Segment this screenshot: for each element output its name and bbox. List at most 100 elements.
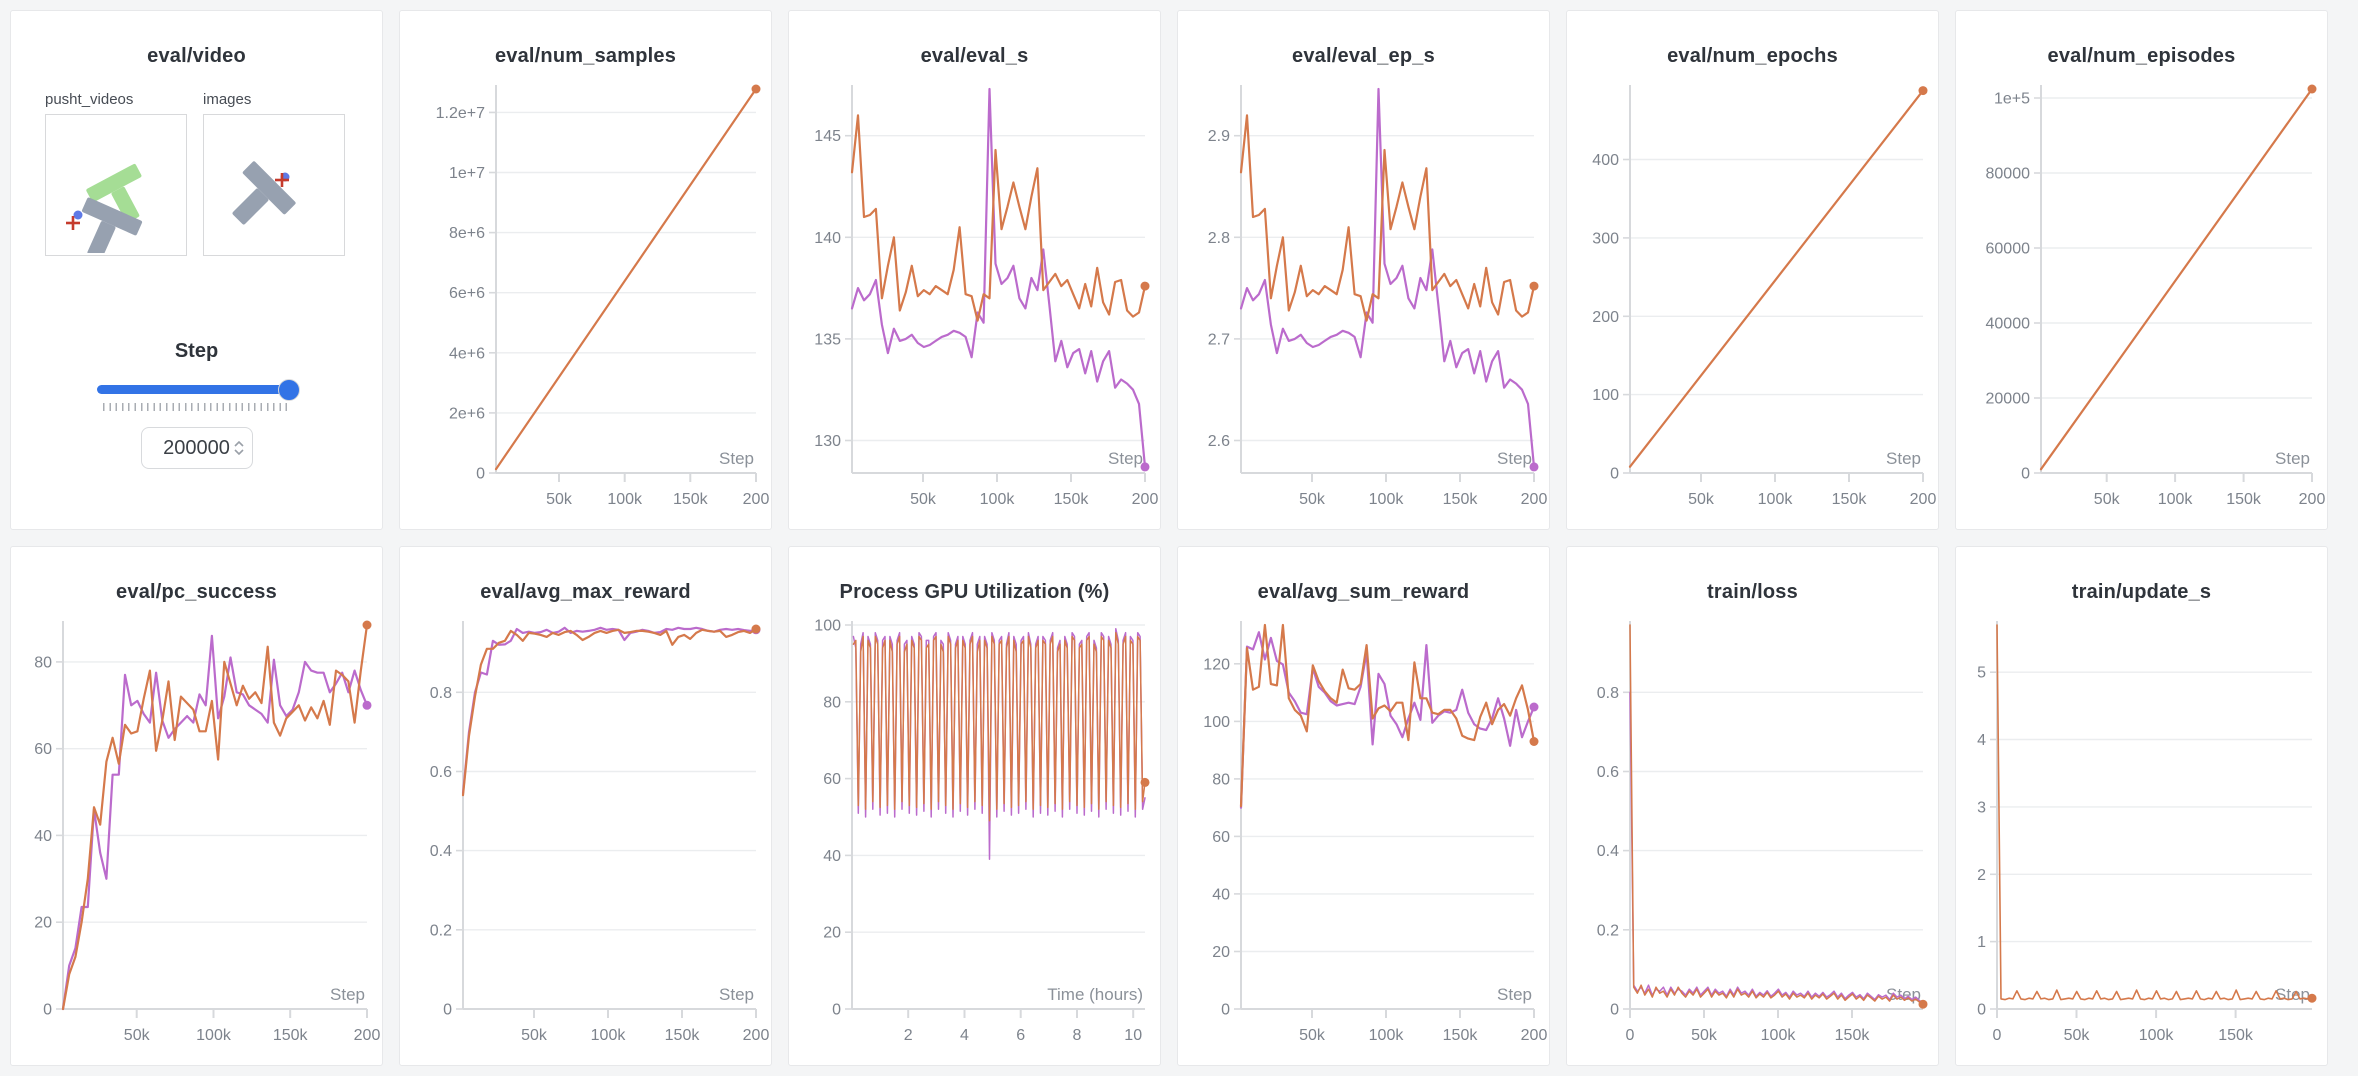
step-value-input[interactable] <box>140 427 253 469</box>
svg-text:Step: Step <box>2275 449 2310 468</box>
svg-text:0: 0 <box>1610 466 1619 483</box>
svg-text:20: 20 <box>823 925 841 942</box>
svg-text:80000: 80000 <box>1986 166 2031 183</box>
svg-text:20000: 20000 <box>1986 391 2031 408</box>
panel-eval-pc-success: eval/pc_success 0 20 40 60 80 50k 100k 150k 200 S… <box>10 546 383 1066</box>
svg-text:150k: 150k <box>1443 1027 1479 1044</box>
panel-title: train/update_s <box>2071 581 2212 603</box>
svg-text:130: 130 <box>814 433 841 450</box>
images-thumbnail[interactable] <box>203 114 345 256</box>
svg-text:200: 200 <box>2299 491 2326 508</box>
svg-text:40: 40 <box>823 848 841 865</box>
svg-text:100k: 100k <box>1369 491 1405 508</box>
chart-canvas[interactable]: 0 0.2 0.4 0.6 0.8 0 50k 100k 150k Step <box>1567 615 1939 1057</box>
panel-title: eval/eval_s <box>920 45 1029 67</box>
chart-canvas[interactable]: 0 100 200 300 400 50k 100k 150k 200 Step <box>1567 79 1939 521</box>
chart-canvas[interactable]: 0 20 40 60 80 100 2 4 6 8 10 Time (hours) <box>789 615 1161 1057</box>
media-item-label: pusht_videos <box>45 91 134 108</box>
chart-canvas[interactable]: 0 2e+6 4e+6 6e+6 8e+6 1e+7 1.2e+7 50k 100k 150k 20… <box>400 79 772 521</box>
svg-text:100k: 100k <box>980 491 1016 508</box>
svg-text:Step: Step <box>2275 985 2310 1004</box>
panel-title: eval/num_episodes <box>2047 45 2236 67</box>
panel-train-loss: train/loss 0 0.2 0.4 0.6 0.8 0 50k 100k 150k Step <box>1566 546 1939 1066</box>
svg-text:50k: 50k <box>1299 491 1326 508</box>
svg-text:40: 40 <box>34 828 52 845</box>
step-slider[interactable] <box>96 379 300 401</box>
chart-canvas[interactable]: 0 20 40 60 80 50k 100k 150k 200 Step <box>11 615 383 1057</box>
svg-text:200: 200 <box>1910 491 1937 508</box>
chart-canvas[interactable]: 2.6 2.7 2.8 2.9 50k 100k 150k 200 Step <box>1178 79 1550 521</box>
svg-text:40000: 40000 <box>1986 316 2031 333</box>
svg-text:200: 200 <box>743 491 770 508</box>
stepper-up-icon[interactable] <box>233 441 244 447</box>
svg-text:0.8: 0.8 <box>1597 685 1619 702</box>
media-item-pusht-videos: pusht_videos <box>45 91 187 260</box>
svg-text:Step: Step <box>1108 449 1143 468</box>
svg-text:20: 20 <box>34 915 52 932</box>
svg-text:50k: 50k <box>2064 1027 2091 1044</box>
pusht-scene-image <box>66 163 143 260</box>
svg-text:1e+5: 1e+5 <box>1994 91 2030 108</box>
svg-text:100k: 100k <box>1369 1027 1405 1044</box>
step-spinners <box>233 441 244 455</box>
svg-text:50k: 50k <box>1691 1027 1718 1044</box>
svg-text:0: 0 <box>2021 466 2030 483</box>
svg-text:0: 0 <box>1977 1002 1986 1019</box>
svg-text:50k: 50k <box>910 491 937 508</box>
stepper-down-icon[interactable] <box>233 449 244 455</box>
svg-text:50k: 50k <box>1299 1027 1326 1044</box>
svg-text:0: 0 <box>1221 1002 1230 1019</box>
step-slider-track[interactable] <box>96 385 297 394</box>
chart-canvas[interactable]: 0 1 2 3 4 5 0 50k 100k 150k Step <box>1956 615 2328 1057</box>
svg-text:Step: Step <box>1886 449 1921 468</box>
svg-text:40: 40 <box>1212 886 1230 903</box>
panel-eval-eval-s: eval/eval_s 130 135 140 145 50k 100k 150k 200 St… <box>788 10 1161 530</box>
panel-eval-num-epochs: eval/num_epochs 0 100 200 300 400 50k 100k 150k… <box>1566 10 1939 530</box>
svg-text:150k: 150k <box>2226 491 2262 508</box>
step-slider-thumb[interactable] <box>277 379 300 401</box>
svg-text:0.6: 0.6 <box>1597 764 1619 781</box>
svg-text:8e+6: 8e+6 <box>449 225 485 242</box>
panel-title: eval/avg_sum_reward <box>1257 581 1470 603</box>
panel-title: eval/video <box>147 45 246 67</box>
svg-text:60: 60 <box>34 741 52 758</box>
svg-text:150k: 150k <box>1835 1027 1871 1044</box>
svg-text:80: 80 <box>1212 771 1230 788</box>
svg-text:150k: 150k <box>1832 491 1868 508</box>
svg-text:100: 100 <box>1592 387 1619 404</box>
panel-eval-video: eval/video pusht_videos <box>10 10 383 530</box>
svg-text:145: 145 <box>814 128 841 145</box>
svg-text:300: 300 <box>1592 230 1619 247</box>
svg-text:0.4: 0.4 <box>430 843 452 860</box>
panel-eval-num-samples: eval/num_samples 0 2e+6 4e+6 6e+6 8e+6 1e+7 1.… <box>399 10 772 530</box>
svg-text:6: 6 <box>1016 1027 1025 1044</box>
svg-text:Step: Step <box>719 985 754 1004</box>
svg-text:150k: 150k <box>1443 491 1479 508</box>
svg-text:2.8: 2.8 <box>1208 230 1230 247</box>
svg-text:50k: 50k <box>521 1027 548 1044</box>
svg-text:0: 0 <box>443 1002 452 1019</box>
svg-text:0: 0 <box>1610 1002 1619 1019</box>
svg-text:4: 4 <box>960 1027 969 1044</box>
svg-text:200: 200 <box>743 1027 770 1044</box>
svg-text:Step: Step <box>330 985 365 1004</box>
svg-text:135: 135 <box>814 331 841 348</box>
svg-text:200: 200 <box>1521 491 1548 508</box>
svg-text:100k: 100k <box>196 1027 232 1044</box>
chart-canvas[interactable]: 130 135 140 145 50k 100k 150k 200 Step <box>789 79 1161 521</box>
pusht-video-thumbnail[interactable] <box>45 114 187 260</box>
panel-train-update-s: train/update_s 0 1 2 3 4 5 0 50k 100k 150k Step <box>1955 546 2328 1066</box>
panel-title: eval/num_epochs <box>1667 45 1838 67</box>
svg-text:4e+6: 4e+6 <box>449 345 485 362</box>
svg-text:Step: Step <box>1497 449 1532 468</box>
panel-eval-avg-sum-reward: eval/avg_sum_reward 0 20 40 60 80 100 120 50k 10… <box>1177 546 1550 1066</box>
svg-text:100: 100 <box>814 618 841 635</box>
chart-canvas[interactable]: 0 0.2 0.4 0.6 0.8 50k 100k 150k 200 Step <box>400 615 772 1057</box>
svg-text:0.8: 0.8 <box>430 685 452 702</box>
chart-canvas[interactable]: 0 20000 40000 60000 80000 1e+5 50k 100k 150k 200 S… <box>1956 79 2328 521</box>
step-slider-ticks <box>102 403 291 411</box>
chart-canvas[interactable]: 0 20 40 60 80 100 120 50k 100k 150k 200 Step <box>1178 615 1550 1057</box>
svg-text:Step: Step <box>1497 985 1532 1004</box>
svg-text:80: 80 <box>823 694 841 711</box>
svg-text:10: 10 <box>1124 1027 1142 1044</box>
